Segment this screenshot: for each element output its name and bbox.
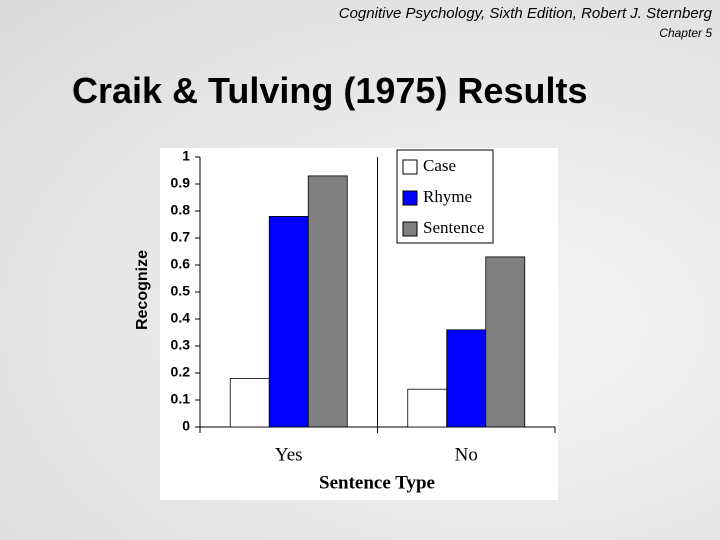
bar: [307, 175, 348, 428]
legend-swatch: [402, 221, 418, 237]
legend-swatch: [402, 190, 418, 206]
x-tick-label: No: [455, 444, 478, 465]
y-tick-label: 0.5: [171, 283, 191, 299]
y-tick-label: 0.1: [171, 391, 191, 407]
bar: [229, 377, 270, 428]
bar: [446, 329, 487, 428]
y-tick-label: 0.3: [171, 337, 191, 353]
legend-label: Sentence: [423, 218, 484, 237]
chapter-label: Chapter 5: [659, 26, 712, 40]
y-tick-label: 0.2: [171, 364, 191, 380]
y-tick-label: 0.4: [171, 310, 191, 326]
legend-swatch: [402, 159, 418, 175]
legend-label: Rhyme: [423, 187, 472, 206]
y-tick-label: 0.8: [171, 202, 191, 218]
x-axis-label: Sentence Type: [319, 472, 435, 493]
y-tick-label: 0.9: [171, 175, 191, 191]
x-tick-label: Yes: [275, 444, 303, 465]
legend-label: Case: [423, 156, 456, 175]
y-axis-label: Recognize: [134, 250, 151, 330]
bar: [407, 388, 448, 428]
y-tick-label: 0.6: [171, 256, 191, 272]
bar: [268, 215, 309, 428]
source-line: Cognitive Psychology, Sixth Edition, Rob…: [338, 5, 712, 22]
y-tick-label: 0.7: [171, 229, 191, 245]
bar: [485, 256, 526, 428]
y-tick-label: 1: [182, 148, 190, 164]
slide-title: Craik & Tulving (1975) Results: [72, 70, 588, 111]
y-tick-label: 0: [182, 418, 190, 434]
